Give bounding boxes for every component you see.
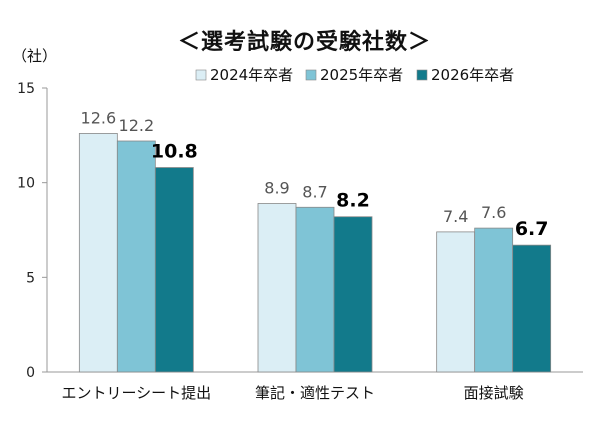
data-label: 6.7 [515,218,549,240]
category-label: エントリーシート提出 [61,384,211,402]
data-label: 12.2 [119,116,155,135]
bar-2-1 [116,140,156,373]
y-tick-label: 5 [26,270,35,286]
data-label: 7.6 [481,203,506,222]
legend-swatch [305,69,317,81]
bar-3-3 [512,244,552,373]
legend-label: 2026年卒者 [431,66,514,84]
bar-3-2 [333,216,373,373]
bar-1-3 [436,231,476,373]
data-label: 10.8 [151,141,198,163]
category-label: 面接試験 [464,384,524,402]
data-label: 8.7 [302,182,327,201]
legend-swatch [416,69,428,81]
y-tick-label: 0 [26,365,35,381]
legend-label: 2025年卒者 [320,66,403,84]
bar-1-2 [257,203,297,373]
data-label: 7.4 [443,207,468,226]
legend-label: 2024年卒者 [210,66,293,84]
legend-swatch [195,69,207,81]
chart-title: ＜選考試験の受験社数＞ [177,30,431,55]
y-tick-label: 10 [17,176,35,192]
data-label: 12.6 [81,108,117,127]
data-label: 8.9 [264,178,289,197]
category-label: 筆記・適性テスト [255,384,375,402]
y-axis-unit: （社） [12,47,58,65]
bar-3-1 [154,167,194,373]
bar-2-3 [474,227,514,373]
data-label: 8.2 [336,190,370,212]
bar-2-2 [295,206,335,373]
y-tick-label: 15 [17,81,35,97]
bar-1-1 [78,133,118,373]
